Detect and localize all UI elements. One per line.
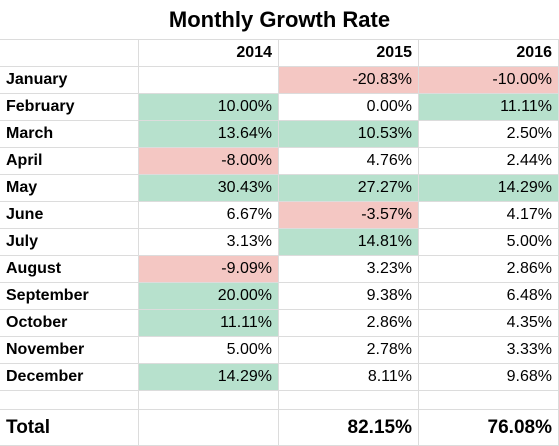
growth-cell[interactable]: 10.00% — [139, 94, 279, 121]
growth-cell[interactable]: -20.83% — [279, 67, 419, 94]
month-label-february[interactable]: February — [0, 94, 139, 121]
month-label-september[interactable]: September — [0, 283, 139, 310]
growth-cell[interactable]: 13.64% — [139, 121, 279, 148]
growth-cell[interactable]: 9.38% — [279, 283, 419, 310]
growth-cell[interactable]: 14.29% — [139, 364, 279, 391]
total-cell-2016[interactable]: 76.08% — [419, 410, 559, 446]
month-label-december[interactable]: December — [0, 364, 139, 391]
total-label[interactable]: Total — [0, 410, 139, 446]
growth-cell[interactable]: 20.00% — [139, 283, 279, 310]
month-label-october[interactable]: October — [0, 310, 139, 337]
growth-cell[interactable]: 14.29% — [419, 175, 559, 202]
growth-cell[interactable]: 8.11% — [279, 364, 419, 391]
growth-cell[interactable]: 2.78% — [279, 337, 419, 364]
growth-cell[interactable]: 6.48% — [419, 283, 559, 310]
growth-cell[interactable]: 3.13% — [139, 229, 279, 256]
sheet-title[interactable]: Monthly Growth Rate — [0, 0, 559, 40]
year-header-2015[interactable]: 2015 — [279, 40, 419, 67]
growth-cell[interactable]: 6.67% — [139, 202, 279, 229]
header-corner-cell[interactable] — [0, 40, 139, 67]
month-label-january[interactable]: January — [0, 67, 139, 94]
growth-cell[interactable]: 27.27% — [279, 175, 419, 202]
month-label-may[interactable]: May — [0, 175, 139, 202]
month-label-november[interactable]: November — [0, 337, 139, 364]
month-label-march[interactable]: March — [0, 121, 139, 148]
growth-cell[interactable]: 4.17% — [419, 202, 559, 229]
growth-cell[interactable]: -8.00% — [139, 148, 279, 175]
growth-cell[interactable]: 0.00% — [279, 94, 419, 121]
month-label-july[interactable]: July — [0, 229, 139, 256]
growth-cell[interactable]: 4.35% — [419, 310, 559, 337]
growth-cell[interactable]: 3.23% — [279, 256, 419, 283]
year-header-2014[interactable]: 2014 — [139, 40, 279, 67]
growth-cell[interactable]: 11.11% — [139, 310, 279, 337]
total-cell-2015[interactable]: 82.15% — [279, 410, 419, 446]
growth-cell[interactable]: 10.53% — [279, 121, 419, 148]
growth-cell[interactable]: -10.00% — [419, 67, 559, 94]
growth-cell[interactable]: 5.00% — [419, 229, 559, 256]
growth-cell[interactable]: 3.33% — [419, 337, 559, 364]
growth-cell[interactable]: 2.86% — [419, 256, 559, 283]
month-label-june[interactable]: June — [0, 202, 139, 229]
empty-cell[interactable] — [279, 391, 419, 410]
empty-cell[interactable] — [139, 391, 279, 410]
growth-cell[interactable]: 11.11% — [419, 94, 559, 121]
empty-cell[interactable] — [419, 391, 559, 410]
growth-cell[interactable]: 4.76% — [279, 148, 419, 175]
growth-cell[interactable]: -3.57% — [279, 202, 419, 229]
growth-cell[interactable]: 2.86% — [279, 310, 419, 337]
month-label-august[interactable]: August — [0, 256, 139, 283]
growth-cell[interactable]: 5.00% — [139, 337, 279, 364]
growth-cell[interactable]: 9.68% — [419, 364, 559, 391]
growth-cell[interactable]: 2.50% — [419, 121, 559, 148]
growth-cell[interactable] — [139, 67, 279, 94]
growth-cell[interactable]: -9.09% — [139, 256, 279, 283]
growth-cell[interactable]: 30.43% — [139, 175, 279, 202]
month-label-april[interactable]: April — [0, 148, 139, 175]
empty-cell[interactable] — [0, 391, 139, 410]
growth-cell[interactable]: 14.81% — [279, 229, 419, 256]
total-cell-2014[interactable] — [139, 410, 279, 446]
year-header-2016[interactable]: 2016 — [419, 40, 559, 67]
growth-cell[interactable]: 2.44% — [419, 148, 559, 175]
